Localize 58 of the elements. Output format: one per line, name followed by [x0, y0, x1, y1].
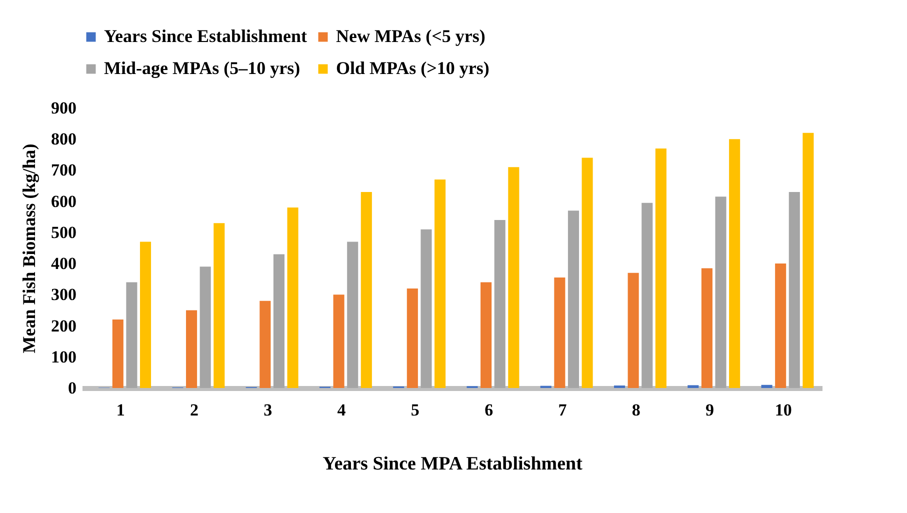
legend-label: Old MPAs (>10 yrs)	[336, 58, 490, 78]
bar	[140, 242, 152, 388]
bar	[186, 310, 198, 388]
bar	[701, 268, 712, 388]
bar	[260, 300, 271, 388]
y-tick-label: 900	[51, 98, 76, 118]
x-tick-label: 10	[774, 400, 792, 420]
bar	[273, 254, 284, 388]
y-tick-label: 600	[51, 192, 76, 211]
x-tick-label: 3	[264, 400, 272, 420]
legend-label: New MPAs (<5 yrs)	[336, 26, 486, 46]
bar	[688, 385, 699, 388]
x-tick-label: 1	[116, 400, 125, 420]
y-axis-title: Mean Fish Biomass (kg/ha)	[19, 144, 39, 354]
bar	[126, 282, 138, 388]
x-tick-label: 6	[484, 400, 494, 420]
y-tick-label: 500	[51, 222, 76, 242]
legend-label: Mid-age MPAs (5–10 yrs)	[104, 58, 300, 78]
bar	[420, 229, 432, 388]
x-tick-label: 5	[410, 400, 420, 420]
bar	[582, 158, 593, 388]
bar	[112, 320, 124, 388]
y-tick-label: 200	[51, 316, 76, 336]
bar	[628, 272, 639, 388]
y-tick-label: 800	[51, 130, 76, 149]
y-tick-label: 400	[51, 254, 76, 274]
bar	[655, 148, 666, 388]
bar	[360, 192, 372, 388]
bar	[434, 180, 446, 388]
bar	[287, 208, 298, 388]
x-tick-label: 4	[337, 400, 346, 420]
y-tick-label: 0	[68, 378, 76, 398]
x-tick-label: 8	[632, 400, 640, 420]
bar	[715, 196, 726, 388]
bar	[214, 223, 225, 388]
bar	[406, 288, 418, 388]
bar	[788, 192, 800, 388]
bar	[568, 210, 580, 388]
bar	[494, 220, 506, 388]
x-axis-title: Years Since MPA Establishment	[322, 454, 584, 474]
bar	[347, 242, 358, 388]
legend-label: Years Since Establishment	[104, 26, 308, 46]
bar	[802, 132, 814, 388]
y-tick-label: 700	[51, 160, 76, 180]
bar	[333, 294, 344, 388]
bar	[480, 282, 492, 388]
x-tick-label: 2	[190, 400, 199, 420]
bar	[200, 266, 211, 388]
x-tick-label: 9	[705, 400, 714, 420]
y-tick-label: 300	[51, 285, 76, 304]
bar	[729, 139, 740, 388]
bar	[642, 202, 653, 388]
bar	[554, 278, 566, 388]
bar	[775, 264, 786, 388]
y-tick-label: 100	[51, 347, 76, 366]
bar	[508, 167, 520, 388]
x-tick-label: 7	[558, 400, 568, 420]
bar	[761, 384, 772, 388]
